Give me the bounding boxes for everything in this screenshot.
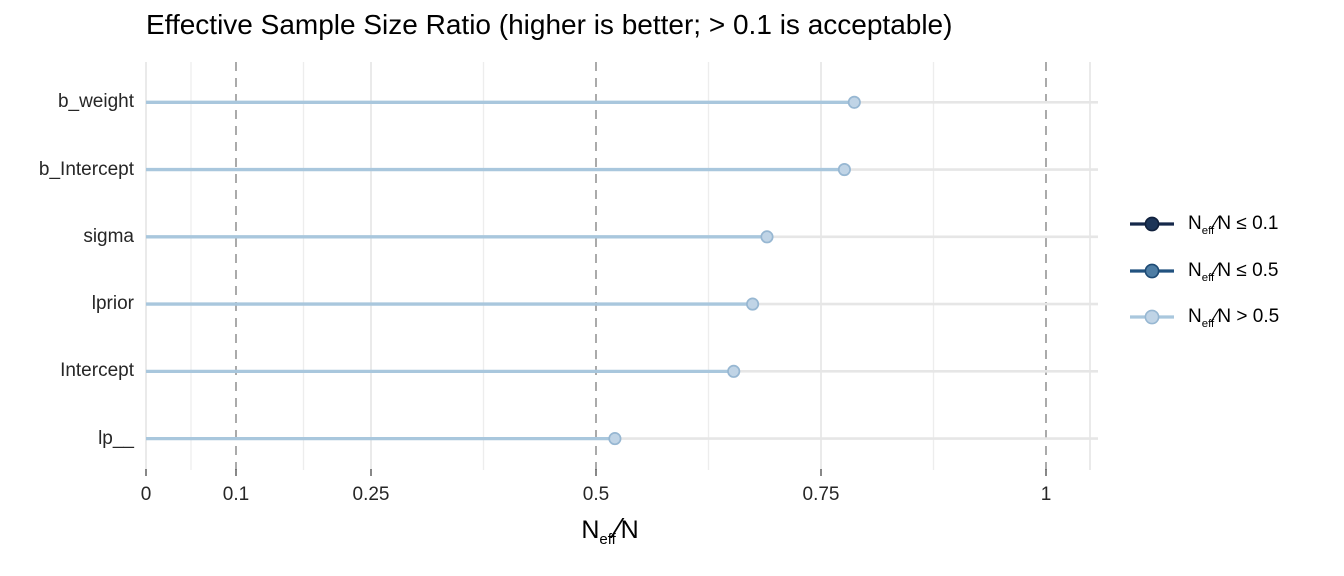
legend-item: Neff∕N ≤ 0.5 [1128, 256, 1279, 286]
x-tick-label-0.5: 0.5 [582, 484, 610, 505]
legend-item: Neff∕N ≤ 0.1 [1128, 209, 1279, 239]
y-axis-label-sigma: sigma [83, 225, 134, 247]
legend-label: Neff∕N ≤ 0.1 [1188, 213, 1279, 237]
x-axis-title-slash: ∕ [615, 513, 621, 545]
y-axis-label-b_weight: b_weight [57, 91, 134, 113]
y-axis-label-lp__: lp__ [98, 427, 134, 449]
y-axis-label-Intercept: Intercept [60, 360, 134, 382]
lollipop-dot [837, 163, 851, 177]
y-axis-label-b_Intercept: b_Intercept [38, 158, 134, 180]
x-tick-label-0.25: 0.25 [352, 484, 390, 505]
legend-label: Neff∕N ≤ 0.5 [1188, 259, 1279, 284]
lollipop-dot [608, 432, 622, 446]
x-tick-label-0.75: 0.75 [802, 484, 840, 505]
legend-item: Neff∕N > 0.5 [1128, 302, 1279, 332]
x-tick-label-0.1: 0.1 [222, 484, 250, 505]
legend-key-icon [1130, 263, 1174, 278]
legend: Neff∕N ≤ 0.1 Neff∕N ≤ 0.5 Neff∕N > 0.5 [1128, 0, 1344, 576]
x-axis-title-post: N [620, 516, 639, 544]
x-axis-title-pre: N [581, 516, 600, 544]
legend-label: Neff∕N > 0.5 [1188, 306, 1280, 330]
legend-key-icon [1130, 216, 1174, 232]
lollipop-dot [746, 297, 760, 311]
lollipop-dot [847, 95, 861, 109]
y-axis-label-lprior: lprior [91, 293, 134, 315]
x-axis-title-sub: eff [599, 531, 616, 548]
lollipop-dot [760, 230, 774, 244]
legend-key-icon [1130, 309, 1174, 325]
x-tick-label-1: 1 [1040, 484, 1052, 505]
chart-title: Effective Sample Size Ratio (higher is b… [146, 9, 953, 40]
lollipop-dot [727, 364, 741, 378]
x-axis-title: Neff∕N [130, 513, 1090, 548]
x-tick-label-0: 0 [140, 484, 152, 505]
